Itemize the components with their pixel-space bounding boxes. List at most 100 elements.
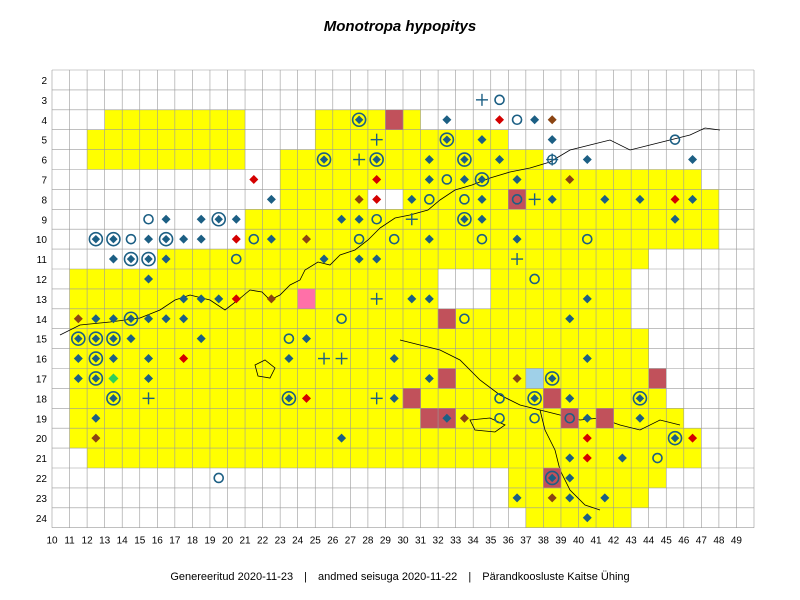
occupied-cell bbox=[403, 408, 421, 429]
occupied-cell bbox=[578, 468, 597, 488]
marker-diamond bbox=[424, 234, 434, 244]
marker-diamond-circle bbox=[123, 311, 139, 327]
circle-marker bbox=[141, 251, 156, 267]
occupied-cell bbox=[350, 129, 368, 150]
occupied-cell bbox=[245, 269, 263, 289]
diamond-marker bbox=[109, 234, 118, 244]
circle-marker bbox=[248, 233, 260, 245]
diamond-marker bbox=[547, 194, 557, 204]
marker-circle bbox=[476, 233, 488, 245]
occupied-cell bbox=[245, 249, 263, 269]
occupied-cell bbox=[262, 308, 281, 329]
x-axis-label: 37 bbox=[520, 536, 532, 547]
marker-diamond bbox=[337, 214, 347, 224]
diamond-marker bbox=[460, 155, 469, 164]
occupied-cell bbox=[367, 328, 386, 349]
marker-diamond-circle bbox=[88, 231, 104, 247]
occupied-cell bbox=[297, 249, 316, 269]
diamond-marker bbox=[91, 354, 101, 363]
occupied-cell bbox=[332, 328, 351, 349]
x-axis-label: 12 bbox=[82, 536, 94, 547]
occupied-cell bbox=[122, 448, 140, 468]
occupied-cell bbox=[560, 229, 579, 250]
occupied-cell bbox=[332, 109, 351, 130]
occupied-cell bbox=[315, 169, 333, 190]
diamond-marker bbox=[547, 135, 557, 145]
diamond-marker bbox=[354, 254, 364, 264]
occupied-cell bbox=[297, 209, 316, 230]
diamond-marker bbox=[565, 314, 575, 324]
diamond-marker-red bbox=[231, 294, 241, 304]
occupied-cell bbox=[315, 328, 333, 349]
occupied-cell bbox=[403, 269, 421, 289]
diamond-marker bbox=[108, 314, 118, 324]
marker-diamond-circle bbox=[667, 430, 683, 446]
diamond-marker bbox=[670, 433, 680, 443]
marker-diamond bbox=[582, 413, 592, 423]
occupied-cell bbox=[139, 428, 158, 449]
marker-diamond bbox=[688, 194, 698, 204]
footer-generated: Genereeritud 2020-11-23 bbox=[170, 571, 294, 583]
diamond-marker bbox=[407, 294, 417, 304]
y-axis-label: 3 bbox=[41, 96, 47, 107]
marker-diamond-red bbox=[301, 393, 311, 403]
diamond-marker bbox=[109, 334, 118, 343]
occupied-cell bbox=[385, 328, 403, 349]
occupied-cell bbox=[139, 149, 158, 170]
occupied-cell bbox=[701, 209, 719, 230]
occupied-cell bbox=[332, 448, 351, 468]
diamond-marker-red bbox=[688, 433, 698, 443]
occupied-cell bbox=[508, 428, 526, 449]
marker-diamond bbox=[161, 254, 171, 264]
map-footer: Genereeritud 2020-11-23 | andmed seisuga… bbox=[0, 571, 800, 583]
occupied-cell bbox=[648, 408, 667, 429]
diamond-marker bbox=[688, 155, 698, 165]
occupied-cell bbox=[420, 308, 439, 329]
y-axis-label: 6 bbox=[41, 156, 47, 167]
marker-diamond-red bbox=[670, 194, 680, 204]
occupied-cell bbox=[174, 269, 193, 289]
diamond-marker bbox=[460, 215, 469, 224]
occupied-cell bbox=[367, 428, 386, 449]
occupied-cell bbox=[174, 408, 193, 429]
occupied-cell bbox=[332, 229, 351, 250]
occupied-cell bbox=[87, 388, 105, 409]
occupied-cell bbox=[666, 229, 684, 250]
occupied-cell bbox=[578, 487, 597, 508]
occupied-cell bbox=[543, 408, 561, 429]
occupied-cell bbox=[543, 269, 561, 289]
occupied-cell bbox=[245, 388, 263, 409]
diamond-marker-brown bbox=[301, 234, 311, 244]
diamond-marker bbox=[389, 393, 399, 403]
circle-marker bbox=[125, 233, 137, 245]
diamond-marker bbox=[73, 373, 83, 383]
occupied-cell bbox=[122, 388, 140, 409]
marker-diamond bbox=[144, 314, 154, 324]
occupied-cell bbox=[648, 428, 667, 449]
occupied-cell bbox=[280, 328, 298, 349]
marker-plus bbox=[335, 352, 348, 365]
occupied-cell bbox=[525, 507, 544, 528]
marker-diamond bbox=[284, 354, 294, 364]
occupied-cell bbox=[403, 308, 421, 329]
occupied-cell bbox=[525, 448, 544, 468]
diamond-marker-brown bbox=[512, 373, 522, 383]
marker-diamond bbox=[547, 194, 557, 204]
occupied-cell bbox=[613, 189, 632, 210]
x-axis-label: 25 bbox=[310, 536, 322, 547]
marker-diamond bbox=[179, 234, 189, 244]
x-axis-label: 40 bbox=[573, 536, 585, 547]
circle-marker bbox=[88, 331, 104, 346]
occupied-cell bbox=[104, 269, 123, 289]
marker-diamond bbox=[530, 115, 540, 125]
y-axis-label: 20 bbox=[36, 434, 48, 445]
occupied-cell bbox=[87, 448, 105, 468]
occupied-cell bbox=[385, 428, 403, 449]
diamond-marker bbox=[91, 413, 101, 423]
occupied-cell bbox=[543, 249, 561, 269]
occupied-cell bbox=[543, 328, 561, 349]
occupied-cell bbox=[543, 169, 561, 190]
occupied-cell bbox=[596, 507, 614, 528]
occupied-cell bbox=[631, 348, 649, 369]
occupied-cell bbox=[508, 408, 526, 429]
